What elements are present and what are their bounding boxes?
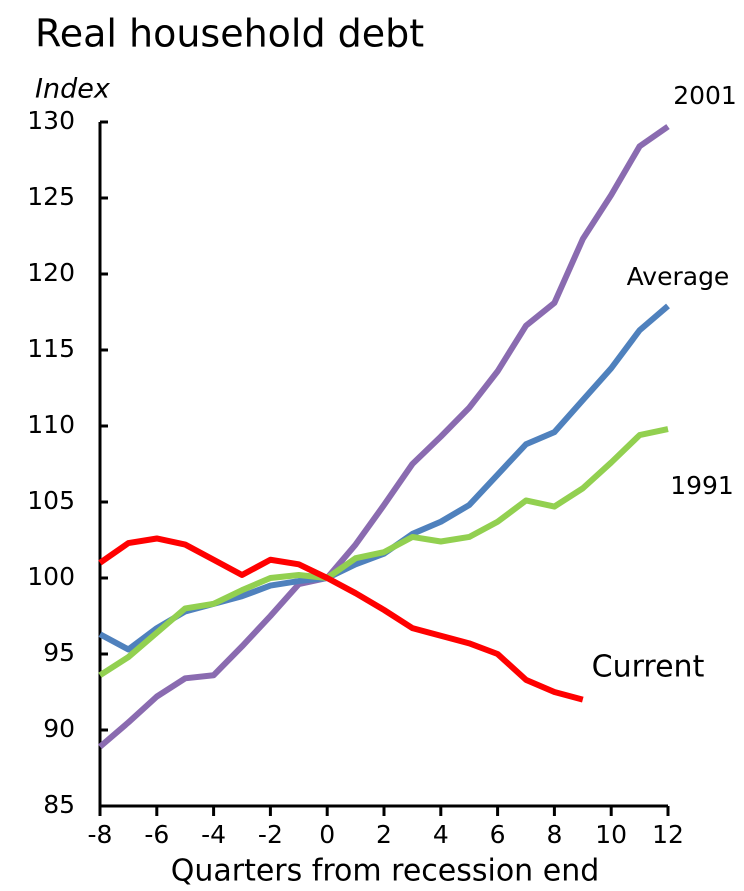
x-tick-label: -4 xyxy=(201,820,226,849)
y-tick-label: 125 xyxy=(27,182,75,211)
y-tick-label: 120 xyxy=(27,258,75,287)
series-label: 2001 xyxy=(673,81,737,110)
y-tick-label: 110 xyxy=(27,410,75,439)
y-tick-label: 95 xyxy=(43,638,75,667)
series-label: 1991 xyxy=(670,471,734,500)
series-label: Average xyxy=(627,262,730,291)
y-tick-label: 105 xyxy=(27,486,75,515)
x-tick-label: 8 xyxy=(546,820,562,849)
x-tick-label: 0 xyxy=(319,820,335,849)
x-tick-label: -8 xyxy=(88,820,113,849)
x-tick-label: 4 xyxy=(433,820,449,849)
series-line xyxy=(98,426,669,678)
y-tick-label: 85 xyxy=(43,790,75,819)
x-axis-label: Quarters from recession end xyxy=(171,854,600,889)
y-axis-label: Index xyxy=(35,74,111,105)
y-tick-label: 130 xyxy=(27,106,75,135)
y-tick-label: 90 xyxy=(43,714,75,743)
x-tick-label: 12 xyxy=(652,820,684,849)
x-tick-label: 6 xyxy=(490,820,506,849)
series-line xyxy=(98,535,584,703)
chart-title: Real household debt xyxy=(35,12,424,56)
x-tick-label: -6 xyxy=(144,820,169,849)
series-line xyxy=(98,303,670,653)
x-tick-label: 10 xyxy=(595,820,627,849)
y-tick-label: 115 xyxy=(27,334,75,363)
x-tick-label: -2 xyxy=(258,820,283,849)
series-label: Current xyxy=(592,650,705,685)
y-tick-label: 100 xyxy=(27,562,75,591)
series-line xyxy=(98,124,670,749)
x-tick-label: 2 xyxy=(376,820,392,849)
